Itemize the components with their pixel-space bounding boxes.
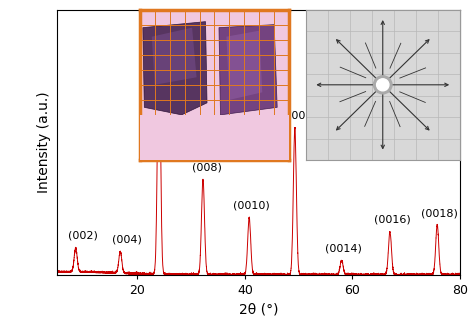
Bar <box>140 115 289 160</box>
Text: (008): (008) <box>192 163 222 173</box>
Circle shape <box>374 76 392 94</box>
Text: (0012): (0012) <box>287 110 324 120</box>
Polygon shape <box>227 31 262 100</box>
Text: (0018): (0018) <box>421 208 458 218</box>
Circle shape <box>376 79 389 91</box>
Text: (0016): (0016) <box>374 214 410 224</box>
Text: (006): (006) <box>151 22 181 32</box>
X-axis label: 2θ (°): 2θ (°) <box>238 303 278 317</box>
Text: (004): (004) <box>112 235 142 245</box>
Polygon shape <box>152 28 197 85</box>
Polygon shape <box>143 22 207 115</box>
Polygon shape <box>219 25 277 115</box>
Text: (002): (002) <box>68 230 98 240</box>
Y-axis label: Intensity (a.u.): Intensity (a.u.) <box>37 92 51 193</box>
Text: (0014): (0014) <box>326 243 362 253</box>
Text: (0010): (0010) <box>233 201 270 211</box>
